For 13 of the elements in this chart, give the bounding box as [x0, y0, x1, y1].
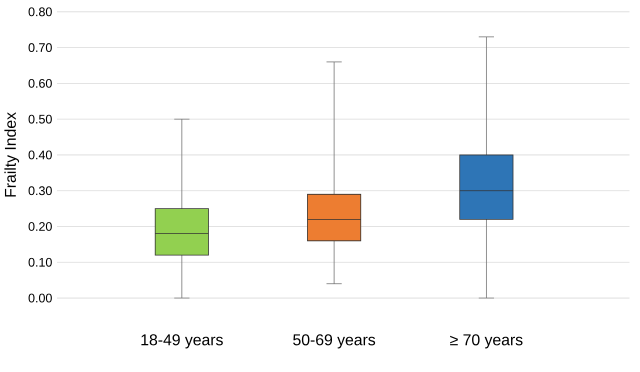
y-tick-label: 0.20	[28, 222, 52, 231]
y-axis-title: Frailty Index	[4, 112, 20, 196]
x-tick-label: ≥ 70 years	[450, 334, 523, 348]
y-tick-label: 0.70	[28, 43, 52, 52]
x-tick-label: 18-49 years	[141, 334, 223, 348]
y-tick-label: 0.50	[28, 114, 52, 124]
y-tick-label: 0.40	[28, 150, 52, 160]
y-tick-label: 0.10	[28, 258, 52, 267]
y-tick-label: 0.60	[28, 78, 52, 88]
y-tick-label: 0.80	[28, 7, 52, 16]
y-tick-label: 0.30	[28, 186, 52, 196]
x-tick-label: 50-69 years	[293, 334, 376, 348]
y-tick-label: 0.00	[28, 294, 52, 302]
